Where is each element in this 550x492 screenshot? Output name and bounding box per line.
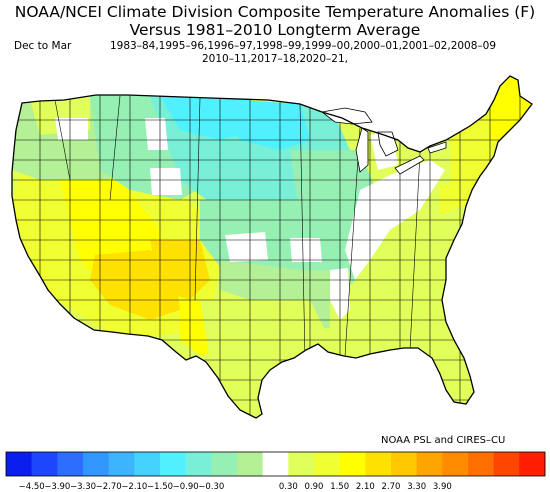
legend-swatch <box>57 452 84 476</box>
legend-swatch <box>416 452 443 476</box>
region-white-kansas <box>225 232 268 262</box>
legend-swatch <box>262 452 289 476</box>
region-minnesota <box>210 98 310 150</box>
legend-tick-label: −4.50 <box>19 482 45 492</box>
region-northeast <box>440 76 532 220</box>
legend-tick-label: 2.70 <box>382 482 401 492</box>
lake-superior <box>321 107 373 125</box>
legend-tick-label: 0.90 <box>305 482 324 492</box>
legend-swatch <box>160 452 186 476</box>
region-texas <box>200 300 330 414</box>
region-white-wyoming <box>150 168 182 195</box>
legend-tick-label: −0.90 <box>173 482 199 492</box>
lake-michigan <box>355 127 369 173</box>
legend-tick-label: −2.10 <box>121 482 147 492</box>
title-line-1: NOAA/NCEI Climate Division Composite Tem… <box>14 3 536 21</box>
title-line-2: Versus 1981–2010 Longterm Average <box>129 21 421 39</box>
legend-tick-label: 3.30 <box>407 482 426 492</box>
years-line-1: 1983–84,1995–96,1996–97,1998–99,1999–00,… <box>110 40 497 52</box>
season-label: Dec to Mar <box>14 40 72 52</box>
legend-swatch <box>31 452 58 476</box>
region-carolinas <box>400 205 466 262</box>
legend-tick-label: −1.50 <box>147 482 173 492</box>
legend-swatch <box>83 452 109 476</box>
legend-swatch <box>339 452 366 476</box>
legend-tick-label: 3.90 <box>433 482 452 492</box>
great-lakes <box>321 107 447 175</box>
region-white-missouri <box>290 238 322 262</box>
legend-swatch <box>185 452 212 476</box>
years-line-2: 2010–11,2017–18,2020–21, <box>201 53 348 65</box>
lake-ontario <box>427 141 447 154</box>
legend-swatch <box>365 452 392 476</box>
credit-label: NOAA PSL and CIRES–CU <box>381 435 506 446</box>
legend-tick-label: 0.30 <box>279 482 298 492</box>
division-lines <box>12 76 532 418</box>
legend-swatch <box>519 452 546 476</box>
region-white-oregon <box>55 118 88 140</box>
region-colorado-plateau <box>150 240 210 300</box>
region-white-montana <box>145 118 168 150</box>
color-legend: −4.50 −3.90 −3.30 −2.70 −2.10 −1.50 −0.90 −0.30… <box>5 451 546 492</box>
legend-tick-label: −2.70 <box>96 482 122 492</box>
legend-swatch <box>134 452 161 476</box>
legend-swatch <box>237 452 263 476</box>
lake-erie <box>394 155 425 175</box>
legend-swatch <box>391 452 417 476</box>
legend-swatch <box>314 452 340 476</box>
legend-swatch <box>6 452 32 476</box>
legend-frame <box>5 451 546 477</box>
legend-swatch <box>493 452 520 476</box>
legend-tick-label: 2.10 <box>356 482 375 492</box>
legend-tick-label: −3.30 <box>70 482 96 492</box>
legend-swatch <box>468 452 494 476</box>
legend-tick-label: −3.90 <box>44 482 70 492</box>
legend-swatch <box>211 452 238 476</box>
legend-swatch <box>442 452 469 476</box>
legend-swatch <box>108 452 135 476</box>
legend-swatch <box>288 452 315 476</box>
legend-tick-label: 1.50 <box>330 482 349 492</box>
legend-tick-label: −0.30 <box>198 482 224 492</box>
